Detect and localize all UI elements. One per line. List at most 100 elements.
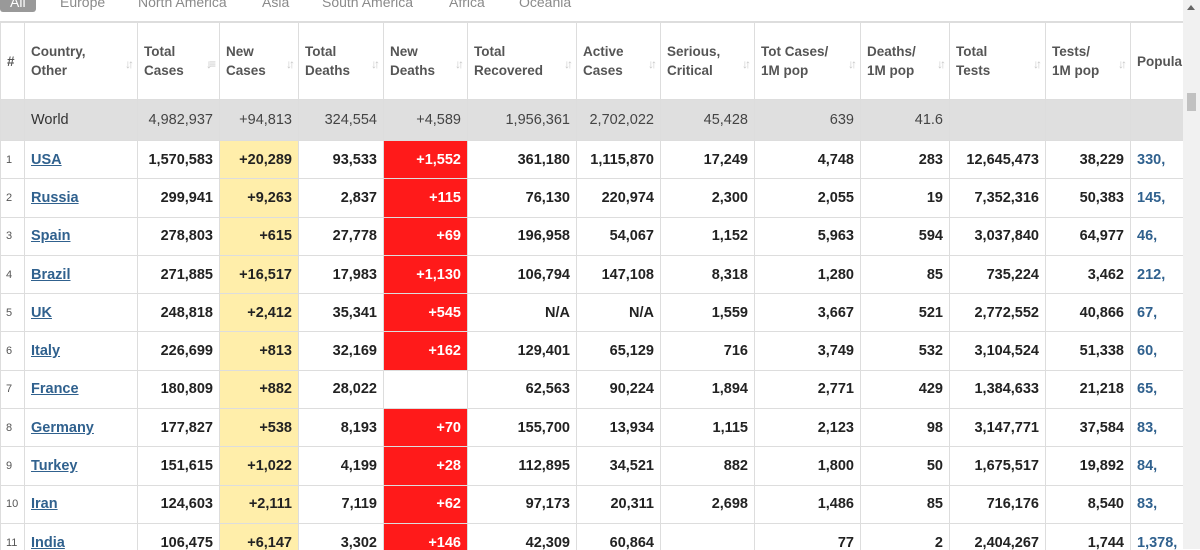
column-header-13[interactable]: Popula bbox=[1130, 22, 1183, 100]
country-link[interactable]: Spain bbox=[31, 228, 71, 245]
data-cell: 1,152 bbox=[660, 216, 755, 256]
new-cases-cell: +6,147 bbox=[219, 522, 299, 550]
column-header-7[interactable]: Active Cases ↓↑ bbox=[576, 22, 661, 100]
scroll-thumb[interactable] bbox=[1187, 93, 1196, 111]
column-header-1[interactable]: Country, Other ↓↑ bbox=[24, 22, 138, 100]
country-link[interactable]: Turkey bbox=[31, 458, 78, 475]
country-link[interactable]: USA bbox=[31, 151, 62, 168]
data-cell: 27,778 bbox=[298, 216, 384, 256]
sort-icon[interactable]: ↓↑ bbox=[848, 57, 857, 71]
tab-europe[interactable]: Europe bbox=[60, 0, 106, 10]
data-cell: 278,803 bbox=[137, 216, 220, 256]
column-header-10[interactable]: Deaths/1M pop ↓↑ bbox=[860, 22, 950, 100]
sort-icon[interactable]: ↓↑ bbox=[648, 57, 657, 71]
tab-oceania[interactable]: Oceania bbox=[519, 0, 572, 10]
scroll-up-arrow-icon[interactable] bbox=[1187, 5, 1195, 10]
column-header-label: Cases bbox=[226, 63, 266, 78]
sort-icon[interactable]: ↓↑ bbox=[564, 57, 573, 71]
data-cell: 34,521 bbox=[576, 446, 661, 486]
column-header-8[interactable]: Serious, Critical ↓↑ bbox=[660, 22, 755, 100]
new-cases-cell: +813 bbox=[219, 331, 299, 371]
table-row: 8 Germany 177,827 +538 8,193 +70 155,700 13,934… bbox=[0, 408, 1183, 448]
new-deaths-cell bbox=[383, 369, 468, 410]
data-cell: 3,104,524 bbox=[949, 331, 1046, 371]
data-cell: 19,892 bbox=[1045, 446, 1131, 486]
country-cell: UK bbox=[24, 293, 138, 333]
data-cell: 38,229 bbox=[1045, 139, 1131, 180]
column-header-label: Active bbox=[583, 44, 624, 59]
column-header-11[interactable]: Total Tests ↓↑ bbox=[949, 22, 1046, 100]
data-cell: 716,176 bbox=[949, 484, 1046, 524]
sort-icon[interactable]: ↓↑ bbox=[742, 57, 751, 71]
data-cell: 2,772,552 bbox=[949, 293, 1046, 333]
country-link[interactable]: Russia bbox=[31, 189, 79, 206]
column-header-2[interactable]: Total Cases ↓≡ bbox=[137, 22, 220, 100]
sort-icon[interactable]: ↓↑ bbox=[937, 57, 946, 71]
table-row: 2 Russia 299,941 +9,263 2,837 +115 76,130 220,9… bbox=[0, 178, 1183, 218]
row-number: 6 bbox=[0, 331, 25, 371]
country-cell: USA bbox=[24, 139, 138, 180]
data-cell: 97,173 bbox=[467, 484, 577, 524]
column-header-0[interactable]: # bbox=[0, 22, 25, 100]
column-header-label: Recovered bbox=[474, 63, 544, 78]
data-cell: 60,864 bbox=[576, 522, 661, 550]
data-cell: 2,123 bbox=[754, 408, 861, 448]
data-cell: 1,115 bbox=[660, 408, 755, 448]
data-cell: 196,958 bbox=[467, 216, 577, 256]
tab-north-america[interactable]: North America bbox=[138, 0, 227, 10]
country-link[interactable]: Italy bbox=[31, 343, 61, 360]
data-cell: 62,563 bbox=[467, 369, 577, 410]
column-header-12[interactable]: Tests/1M pop ↓↑ bbox=[1045, 22, 1131, 100]
column-header-5[interactable]: New Deaths ↓↑ bbox=[383, 22, 468, 100]
sort-icon[interactable]: ↓↑ bbox=[1118, 57, 1127, 71]
country-link[interactable]: Iran bbox=[31, 496, 58, 513]
data-cell: 2,698 bbox=[660, 484, 755, 524]
population-cell: 60, bbox=[1130, 331, 1183, 371]
sort-icon[interactable]: ↓↑ bbox=[1033, 57, 1042, 71]
new-cases-cell: +538 bbox=[219, 408, 299, 448]
column-header-4[interactable]: Total Deaths ↓↑ bbox=[298, 22, 384, 100]
data-cell: 735,224 bbox=[949, 254, 1046, 295]
tab-asia[interactable]: Asia bbox=[262, 0, 290, 10]
table-row: 6 Italy 226,699 +813 32,169 +162 129,401 65,129… bbox=[0, 331, 1183, 371]
data-cell: 248,818 bbox=[137, 293, 220, 333]
data-cell: 639 bbox=[754, 99, 861, 141]
data-cell: 112,895 bbox=[467, 446, 577, 486]
new-cases-cell: +2,412 bbox=[219, 293, 299, 333]
data-cell: 19 bbox=[860, 178, 950, 218]
data-cell: 3,037,840 bbox=[949, 216, 1046, 256]
new-deaths-cell: +28 bbox=[383, 446, 468, 486]
tab-south-america[interactable]: South America bbox=[322, 0, 414, 10]
sort-icon[interactable]: ↓≡ bbox=[205, 57, 216, 71]
vertical-scrollbar[interactable] bbox=[1183, 0, 1200, 549]
column-header-3[interactable]: New Cases ↓↑ bbox=[219, 22, 299, 100]
country-link[interactable]: Germany bbox=[31, 419, 94, 436]
data-cell: 7,119 bbox=[298, 484, 384, 524]
tab-africa[interactable]: Africa bbox=[449, 0, 485, 10]
new-deaths-cell: +70 bbox=[383, 408, 468, 448]
tab-all[interactable]: All bbox=[0, 0, 36, 12]
column-header-9[interactable]: Tot Cases/1M pop ↓↑ bbox=[754, 22, 861, 100]
data-cell: 40,866 bbox=[1045, 293, 1131, 333]
country-link[interactable]: France bbox=[31, 381, 79, 398]
sort-icon[interactable]: ↓↑ bbox=[125, 57, 134, 71]
country-link[interactable]: India bbox=[31, 534, 65, 550]
new-cases-cell: +16,517 bbox=[219, 254, 299, 295]
sort-icon[interactable]: ↓↑ bbox=[455, 57, 464, 71]
sort-icon[interactable]: ↓↑ bbox=[286, 57, 295, 71]
data-cell: 1,570,583 bbox=[137, 139, 220, 180]
new-cases-cell: +94,813 bbox=[219, 99, 299, 141]
data-cell: 2,837 bbox=[298, 178, 384, 218]
country-link[interactable]: Brazil bbox=[31, 266, 71, 283]
data-cell: 129,401 bbox=[467, 331, 577, 371]
country-link[interactable]: UK bbox=[31, 304, 52, 321]
new-deaths-cell: +545 bbox=[383, 293, 468, 333]
data-cell: 594 bbox=[860, 216, 950, 256]
data-cell: 51,338 bbox=[1045, 331, 1131, 371]
data-cell bbox=[660, 522, 755, 550]
data-cell: 85 bbox=[860, 254, 950, 295]
data-cell: 521 bbox=[860, 293, 950, 333]
column-header-6[interactable]: Total Recovered ↓↑ bbox=[467, 22, 577, 100]
data-cell: 37,584 bbox=[1045, 408, 1131, 448]
sort-icon[interactable]: ↓↑ bbox=[371, 57, 380, 71]
